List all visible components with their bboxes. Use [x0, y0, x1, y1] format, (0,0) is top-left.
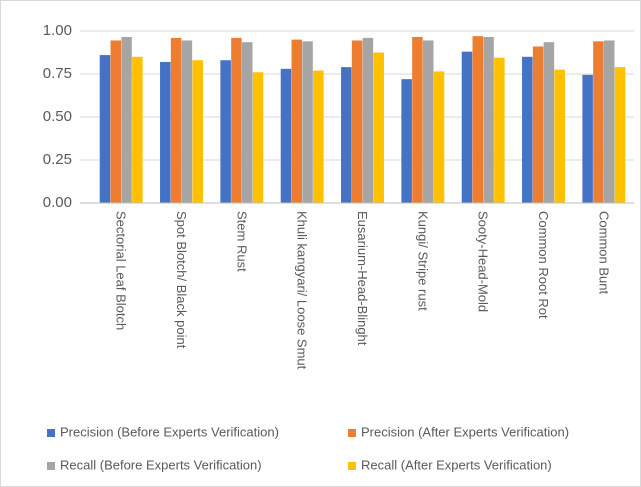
bar — [280, 68, 292, 203]
y-tick-label: 1.00 — [43, 22, 72, 39]
x-tick-label: Sectorial Leaf Blotch — [114, 211, 129, 330]
legend-swatch — [348, 429, 356, 437]
bar — [461, 51, 473, 203]
bar — [302, 41, 313, 203]
bar — [362, 37, 374, 203]
bar — [351, 40, 363, 204]
legend-label: Precision (Before Experts Verification) — [60, 424, 279, 439]
bar — [121, 37, 132, 203]
bar — [543, 42, 555, 204]
bar — [582, 74, 593, 203]
bar — [422, 40, 434, 204]
bar — [99, 55, 111, 203]
x-tick-label: Spot Blotch/ Black point — [174, 211, 189, 349]
bar — [220, 60, 231, 203]
legend-label: Recall (Before Experts Verification) — [60, 457, 262, 472]
bar — [532, 46, 544, 204]
y-tick-label: 0.50 — [43, 108, 72, 125]
bar — [231, 37, 242, 203]
legend-label: Precision (After Experts Verification) — [361, 424, 569, 439]
bar — [593, 41, 604, 203]
x-tick-label: Common Root Rot — [536, 211, 551, 319]
bar — [373, 52, 384, 203]
x-tick-label: Stem Rust — [234, 211, 249, 272]
bar — [472, 36, 484, 203]
bar — [603, 40, 615, 204]
bar — [192, 60, 203, 203]
bar — [252, 72, 264, 203]
bar — [412, 37, 423, 203]
bar — [110, 40, 122, 204]
bar — [401, 79, 412, 203]
bar — [483, 37, 494, 203]
bar — [554, 69, 565, 203]
bar — [614, 67, 626, 204]
x-tick-label: Common Bunt — [596, 211, 611, 294]
bar — [181, 40, 193, 204]
legend-swatch — [47, 462, 55, 470]
bar — [160, 61, 171, 204]
bar — [522, 56, 533, 203]
x-tick-label: Sooty-Head-Mold — [476, 211, 491, 312]
y-tick-label: 0.25 — [43, 151, 72, 168]
bar — [132, 56, 143, 203]
bar — [433, 71, 445, 203]
x-tick-label: Kungi/ Stripe rust — [415, 211, 430, 311]
bar — [170, 37, 182, 203]
bar — [291, 39, 303, 203]
bar — [494, 57, 505, 203]
bar — [341, 67, 352, 204]
x-tick-label: Eusarium-Head-Blinght — [355, 211, 370, 346]
bar — [313, 70, 324, 203]
legend-label: Recall (After Experts Verification) — [361, 457, 552, 472]
legend-swatch — [348, 462, 356, 470]
bar — [241, 42, 253, 204]
y-tick-label: 0.75 — [43, 65, 72, 82]
legend-swatch — [47, 429, 55, 437]
y-tick-label: 0.00 — [43, 194, 72, 211]
x-tick-label: Khuli kangyari/ Loose Smut — [295, 211, 310, 370]
